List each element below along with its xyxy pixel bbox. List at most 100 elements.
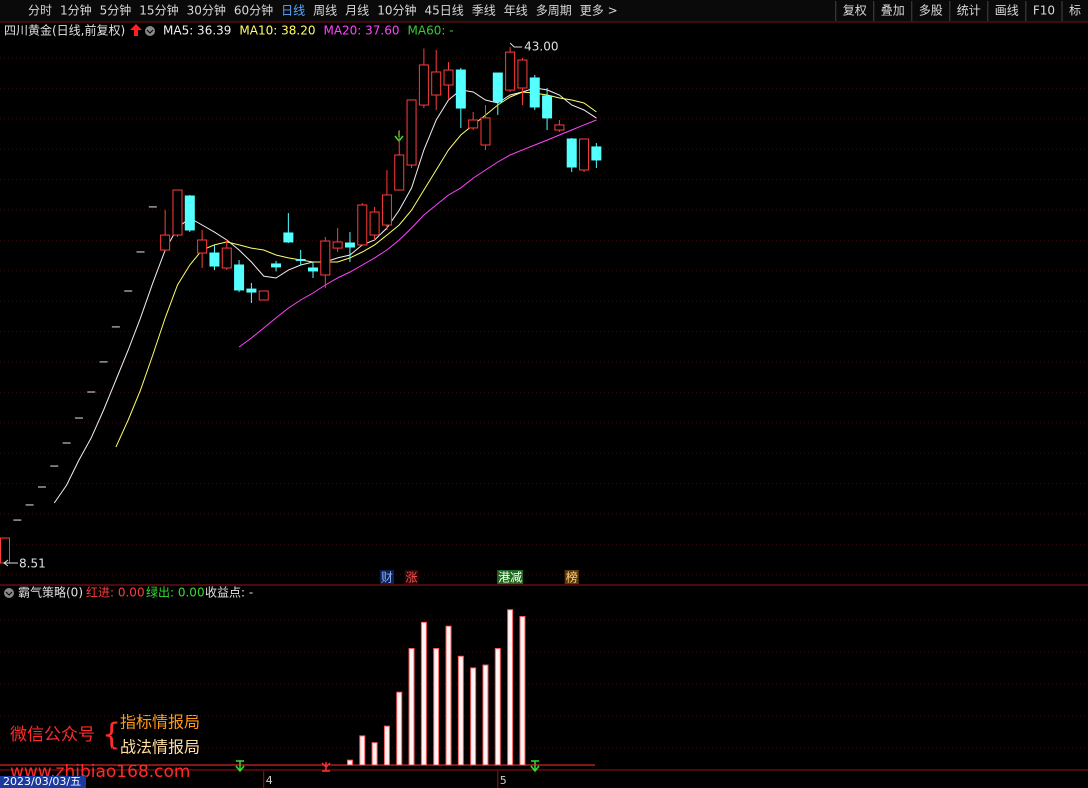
period-tab[interactable]: 1分钟: [60, 3, 92, 18]
period-tab[interactable]: 10分钟: [377, 3, 416, 18]
ma-legend: MA5: 36.39: [163, 24, 231, 38]
candle-body: [505, 51, 516, 91]
candle-body: [184, 195, 195, 231]
indicator-chevron: [5, 591, 13, 596]
event-tag[interactable]: 涨: [406, 570, 418, 585]
candle-body: [209, 252, 220, 267]
candle-body: [418, 64, 429, 106]
candle-body: [344, 242, 355, 248]
tool-button[interactable]: 画线: [995, 4, 1019, 18]
indicator-bar: [396, 691, 403, 766]
candle-body: [529, 77, 540, 108]
indicator-bar: [420, 621, 427, 766]
candle-body: [0, 537, 10, 564]
ma-line: [115, 91, 597, 448]
candle-body: [406, 99, 417, 166]
tool-button[interactable]: 复权: [843, 4, 867, 18]
candle-body: [369, 211, 380, 236]
period-tab[interactable]: 多周期: [536, 4, 572, 18]
dropdown-icon[interactable]: [145, 26, 155, 36]
tool-button[interactable]: 叠加: [881, 4, 905, 18]
candle-body: [591, 146, 602, 161]
period-tab[interactable]: 45日线: [424, 4, 463, 18]
low-label: 8.51: [19, 557, 46, 571]
period-tab[interactable]: 月线: [345, 4, 369, 18]
candle-body: [160, 234, 171, 251]
candle-body: [271, 263, 282, 268]
indicator-bar: [519, 616, 526, 766]
tool-button[interactable]: 统计: [957, 4, 981, 18]
indicator-bar: [371, 742, 378, 766]
indicator-bar: [383, 725, 390, 766]
watermark-wechat: 微信公众号: [10, 725, 95, 745]
indicator-dropdown[interactable]: [4, 588, 14, 598]
indicator-bar: [482, 664, 489, 766]
tool-button[interactable]: F10: [1033, 4, 1055, 18]
date-label: 5: [500, 774, 507, 787]
candle-body: [197, 239, 208, 254]
tool-button[interactable]: 标: [1069, 4, 1081, 18]
candle-body: [443, 69, 454, 86]
indicator-bar: [445, 625, 452, 766]
period-tab[interactable]: 更多 >: [580, 4, 618, 18]
candle-body: [394, 154, 405, 191]
candle-body: [566, 138, 577, 168]
period-tab[interactable]: 分时: [28, 4, 52, 18]
period-tab[interactable]: 30分钟: [187, 3, 226, 18]
event-tag-bg[interactable]: [564, 570, 579, 584]
indicator-bar: [457, 655, 464, 766]
indicator-bar: [494, 648, 501, 766]
event-tag-bg[interactable]: [404, 570, 419, 584]
candle-body: [308, 267, 318, 272]
indicator-bar: [507, 609, 514, 766]
low-pointer: [3, 559, 18, 567]
candle-body: [517, 59, 528, 89]
date-label: 4: [266, 774, 273, 787]
candle-body: [542, 95, 553, 119]
period-tab[interactable]: 年线: [504, 4, 528, 18]
high-label: 43.00: [524, 40, 558, 54]
period-tab[interactable]: 日线: [281, 4, 305, 18]
event-tag[interactable]: 榜: [566, 570, 578, 585]
stock-title: 四川黄金(日线,前复权): [4, 23, 125, 38]
candle-body: [320, 240, 331, 276]
period-tab[interactable]: 15分钟: [139, 3, 178, 18]
dropdown-chevron: [146, 29, 154, 34]
period-tab[interactable]: 季线: [472, 4, 496, 18]
candle-body: [480, 117, 491, 146]
indicator-red-in: 红进: 0.00: [86, 585, 145, 600]
event-tag[interactable]: 财: [381, 571, 393, 585]
current-date: 2023/03/03/五: [3, 775, 81, 788]
candle-body: [332, 241, 343, 249]
candle-body: [258, 290, 269, 301]
period-tab[interactable]: 5分钟: [100, 3, 132, 18]
high-pointer: [509, 42, 523, 48]
buy-arrow: [321, 762, 331, 772]
ma-legend: MA20: 37.60: [323, 24, 399, 38]
event-tag-bg[interactable]: [379, 570, 394, 584]
candle-body: [172, 189, 183, 236]
indicator-bar: [359, 735, 366, 766]
candle-body: [492, 72, 503, 103]
watermark-brace: {: [102, 718, 121, 753]
event-tag-bg[interactable]: [497, 570, 524, 584]
candle-body: [455, 69, 466, 109]
event-tag[interactable]: 港减: [498, 571, 522, 585]
period-tab[interactable]: 周线: [313, 4, 337, 18]
candle-body: [431, 71, 442, 96]
ma-legend: MA60: -: [408, 24, 454, 38]
tool-button[interactable]: 多股: [919, 4, 943, 18]
period-tab[interactable]: 60分钟: [234, 3, 273, 18]
candle-body: [554, 124, 565, 131]
indicator-bar: [408, 648, 415, 766]
indicator-bar: [433, 648, 440, 766]
candle-body: [283, 232, 294, 243]
indicator-green-out: 绿出: 0.00: [146, 585, 205, 600]
candle-body: [234, 264, 245, 291]
candle-body: [221, 247, 232, 269]
indicator-title: 霸气策略(0): [18, 585, 83, 600]
candle-body: [357, 204, 368, 246]
